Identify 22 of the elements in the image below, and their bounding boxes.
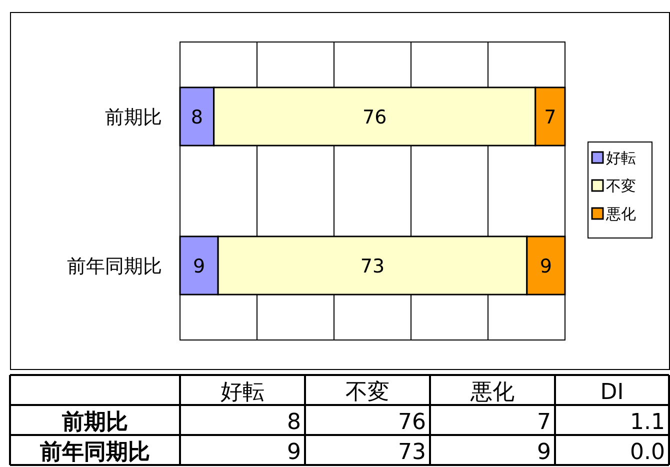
legend-label: 不変 [606, 177, 636, 195]
data-label: 73 [360, 256, 385, 278]
category-label: 前期比 [62, 410, 128, 435]
legend-label: 好転 [606, 149, 636, 167]
text: 8 [287, 410, 301, 435]
data-label: 7 [544, 106, 556, 128]
text: 7 [537, 410, 551, 435]
data-label: 9 [192, 256, 206, 278]
text: DI [600, 380, 624, 405]
data-label: 8 [190, 106, 203, 128]
text: 悪化 [470, 380, 514, 405]
data-label: 76 [362, 106, 387, 128]
text: 73 [398, 440, 426, 465]
legend-label: 悪化 [605, 205, 636, 223]
text: 0.0 [630, 440, 665, 465]
text: 好転 [220, 380, 264, 405]
text: 9 [287, 440, 301, 465]
data-label: 9 [540, 256, 552, 278]
text: 9 [537, 440, 551, 465]
text: 1.1 [630, 410, 665, 435]
text: 76 [398, 410, 426, 435]
text: 不変 [346, 380, 390, 405]
